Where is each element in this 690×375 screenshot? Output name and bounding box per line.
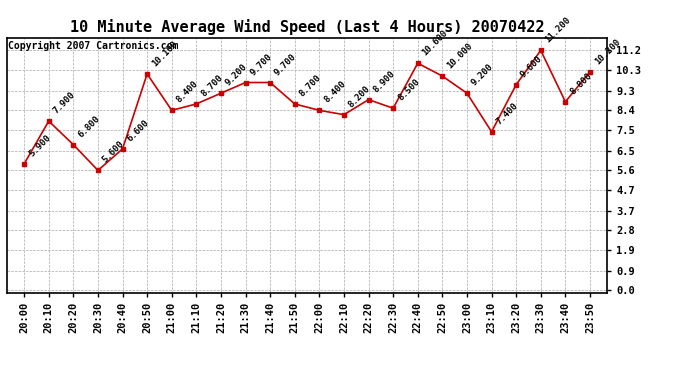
- Text: Copyright 2007 Cartronics.com: Copyright 2007 Cartronics.com: [8, 41, 179, 51]
- Text: 8.200: 8.200: [347, 84, 372, 109]
- Text: 5.900: 5.900: [27, 133, 52, 158]
- Text: 10.200: 10.200: [593, 37, 622, 66]
- Text: 10.100: 10.100: [150, 39, 179, 68]
- Text: 6.800: 6.800: [76, 114, 101, 139]
- Text: 9.600: 9.600: [519, 54, 544, 79]
- Text: 8.400: 8.400: [175, 80, 200, 105]
- Text: 9.200: 9.200: [470, 62, 495, 88]
- Text: 10.000: 10.000: [445, 41, 474, 70]
- Text: 11.200: 11.200: [544, 16, 573, 45]
- Text: 9.700: 9.700: [248, 52, 274, 77]
- Text: 8.700: 8.700: [199, 73, 224, 98]
- Text: 7.400: 7.400: [494, 101, 520, 126]
- Text: 9.200: 9.200: [224, 62, 249, 88]
- Text: 5.600: 5.600: [101, 140, 126, 165]
- Text: 7.900: 7.900: [52, 90, 77, 116]
- Title: 10 Minute Average Wind Speed (Last 4 Hours) 20070422: 10 Minute Average Wind Speed (Last 4 Hou…: [70, 19, 544, 35]
- Text: 10.600: 10.600: [420, 28, 450, 58]
- Text: 8.900: 8.900: [371, 69, 397, 94]
- Text: 9.700: 9.700: [273, 52, 298, 77]
- Text: 8.400: 8.400: [322, 80, 348, 105]
- Text: 8.800: 8.800: [568, 71, 593, 96]
- Text: 8.700: 8.700: [297, 73, 323, 98]
- Text: 8.500: 8.500: [396, 77, 422, 103]
- Text: 6.600: 6.600: [126, 118, 150, 143]
